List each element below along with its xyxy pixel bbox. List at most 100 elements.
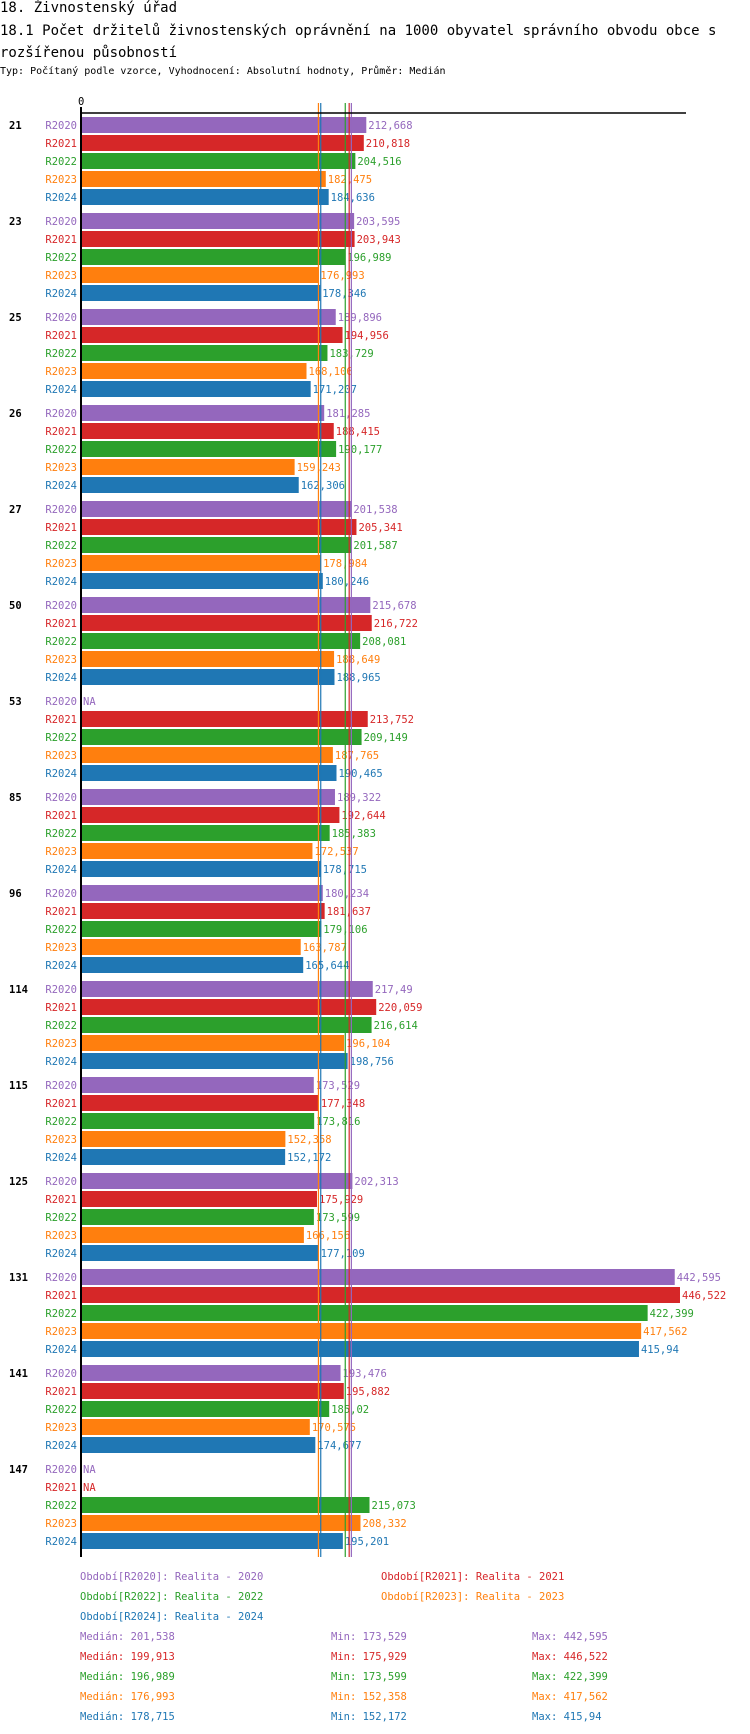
axis-zero-label: 0 bbox=[78, 96, 84, 108]
series-label: R2024 bbox=[45, 1152, 77, 1164]
bar bbox=[81, 711, 368, 727]
bar bbox=[81, 615, 372, 631]
data-label: 196,104 bbox=[346, 1038, 390, 1050]
bar bbox=[81, 501, 352, 517]
series-label: R2022 bbox=[45, 1020, 77, 1032]
group-label: 26 bbox=[9, 408, 22, 420]
data-label: 203,595 bbox=[356, 216, 400, 228]
series-label: R2023 bbox=[45, 1422, 77, 1434]
bar bbox=[81, 117, 367, 133]
data-label: 173,599 bbox=[316, 1212, 360, 1224]
bar bbox=[81, 1035, 345, 1051]
legend-item: Období[R2024]: Realita - 2024 bbox=[80, 1611, 263, 1623]
bar bbox=[81, 345, 328, 361]
group-label: 23 bbox=[9, 216, 22, 228]
bar bbox=[81, 423, 334, 439]
data-label: 189,322 bbox=[337, 792, 381, 804]
data-label: 172,537 bbox=[314, 846, 358, 858]
data-label: 216,722 bbox=[374, 618, 418, 630]
series-label: R2021 bbox=[45, 138, 77, 150]
bar bbox=[81, 171, 326, 187]
legend-item: Období[R2022]: Realita - 2022 bbox=[80, 1591, 263, 1603]
series-label: R2021 bbox=[45, 1386, 77, 1398]
bar bbox=[81, 1437, 316, 1453]
series-label: R2021 bbox=[45, 1290, 77, 1302]
bar bbox=[81, 1209, 314, 1225]
data-label: 215,678 bbox=[372, 600, 416, 612]
data-label: 163,787 bbox=[303, 942, 347, 954]
data-label: 171,207 bbox=[313, 384, 357, 396]
legend-item: Období[R2021]: Realita - 2021 bbox=[381, 1571, 564, 1583]
bar bbox=[81, 747, 333, 763]
series-label: R2020 bbox=[45, 1272, 77, 1284]
bar bbox=[81, 1305, 648, 1321]
data-label: 209,149 bbox=[364, 732, 408, 744]
bar bbox=[81, 477, 299, 493]
median-stat: Medián: 201,538 bbox=[80, 1631, 175, 1643]
data-label: 208,332 bbox=[362, 1518, 406, 1530]
data-label: 196,989 bbox=[347, 252, 391, 264]
data-label: 212,668 bbox=[368, 120, 412, 132]
group-label: 96 bbox=[9, 888, 22, 900]
bar bbox=[81, 1191, 318, 1207]
data-label: 176,993 bbox=[320, 270, 364, 282]
series-label: R2022 bbox=[45, 156, 77, 168]
data-label: 201,587 bbox=[353, 540, 397, 552]
group-label: 27 bbox=[9, 504, 22, 516]
series-label: R2023 bbox=[45, 750, 77, 762]
series-label: R2022 bbox=[45, 636, 77, 648]
bar bbox=[81, 267, 319, 283]
bar bbox=[81, 861, 321, 877]
series-label: R2023 bbox=[45, 366, 77, 378]
data-label: 213,752 bbox=[370, 714, 414, 726]
bar bbox=[81, 1287, 680, 1303]
data-label: 220,059 bbox=[378, 1002, 422, 1014]
bar bbox=[81, 885, 323, 901]
max-stat: Max: 446,522 bbox=[532, 1651, 608, 1663]
group-label: 25 bbox=[9, 312, 22, 324]
series-label: R2022 bbox=[45, 252, 77, 264]
data-label: 201,538 bbox=[353, 504, 397, 516]
series-label: R2020 bbox=[45, 1080, 77, 1092]
bar bbox=[81, 1053, 348, 1069]
bar bbox=[81, 903, 325, 919]
bar bbox=[81, 189, 329, 205]
series-label: R2022 bbox=[45, 732, 77, 744]
series-label: R2020 bbox=[45, 216, 77, 228]
bar bbox=[81, 1383, 344, 1399]
bar bbox=[81, 1149, 286, 1165]
max-stat: Max: 442,595 bbox=[532, 1631, 608, 1643]
data-label: 193,476 bbox=[343, 1368, 387, 1380]
max-stat: Max: 415,94 bbox=[532, 1711, 602, 1723]
data-label: 182,475 bbox=[328, 174, 372, 186]
data-label: 177,348 bbox=[321, 1098, 365, 1110]
series-label: R2024 bbox=[45, 960, 77, 972]
bar bbox=[81, 153, 356, 169]
bar bbox=[81, 1113, 315, 1129]
bar bbox=[81, 789, 335, 805]
group-label: 114 bbox=[9, 984, 28, 996]
bar bbox=[81, 327, 343, 343]
group-label: 131 bbox=[9, 1272, 28, 1284]
data-label: 180,246 bbox=[325, 576, 369, 588]
bar bbox=[81, 519, 357, 535]
bar bbox=[81, 135, 364, 151]
bar bbox=[81, 1095, 319, 1111]
series-label: R2024 bbox=[45, 672, 77, 684]
data-label: 188,649 bbox=[336, 654, 380, 666]
group-label: 141 bbox=[9, 1368, 28, 1380]
series-label: R2023 bbox=[45, 1326, 77, 1338]
data-label: 162,306 bbox=[301, 480, 345, 492]
data-label: 210,818 bbox=[366, 138, 410, 150]
data-label: NA bbox=[83, 1482, 96, 1494]
bar bbox=[81, 231, 355, 247]
series-label: R2023 bbox=[45, 942, 77, 954]
bar bbox=[81, 1497, 370, 1513]
bar bbox=[81, 1341, 639, 1357]
series-label: R2022 bbox=[45, 1212, 77, 1224]
data-label: 195,882 bbox=[346, 1386, 390, 1398]
series-label: R2020 bbox=[45, 1368, 77, 1380]
group-label: 21 bbox=[9, 120, 22, 132]
bar bbox=[81, 633, 361, 649]
